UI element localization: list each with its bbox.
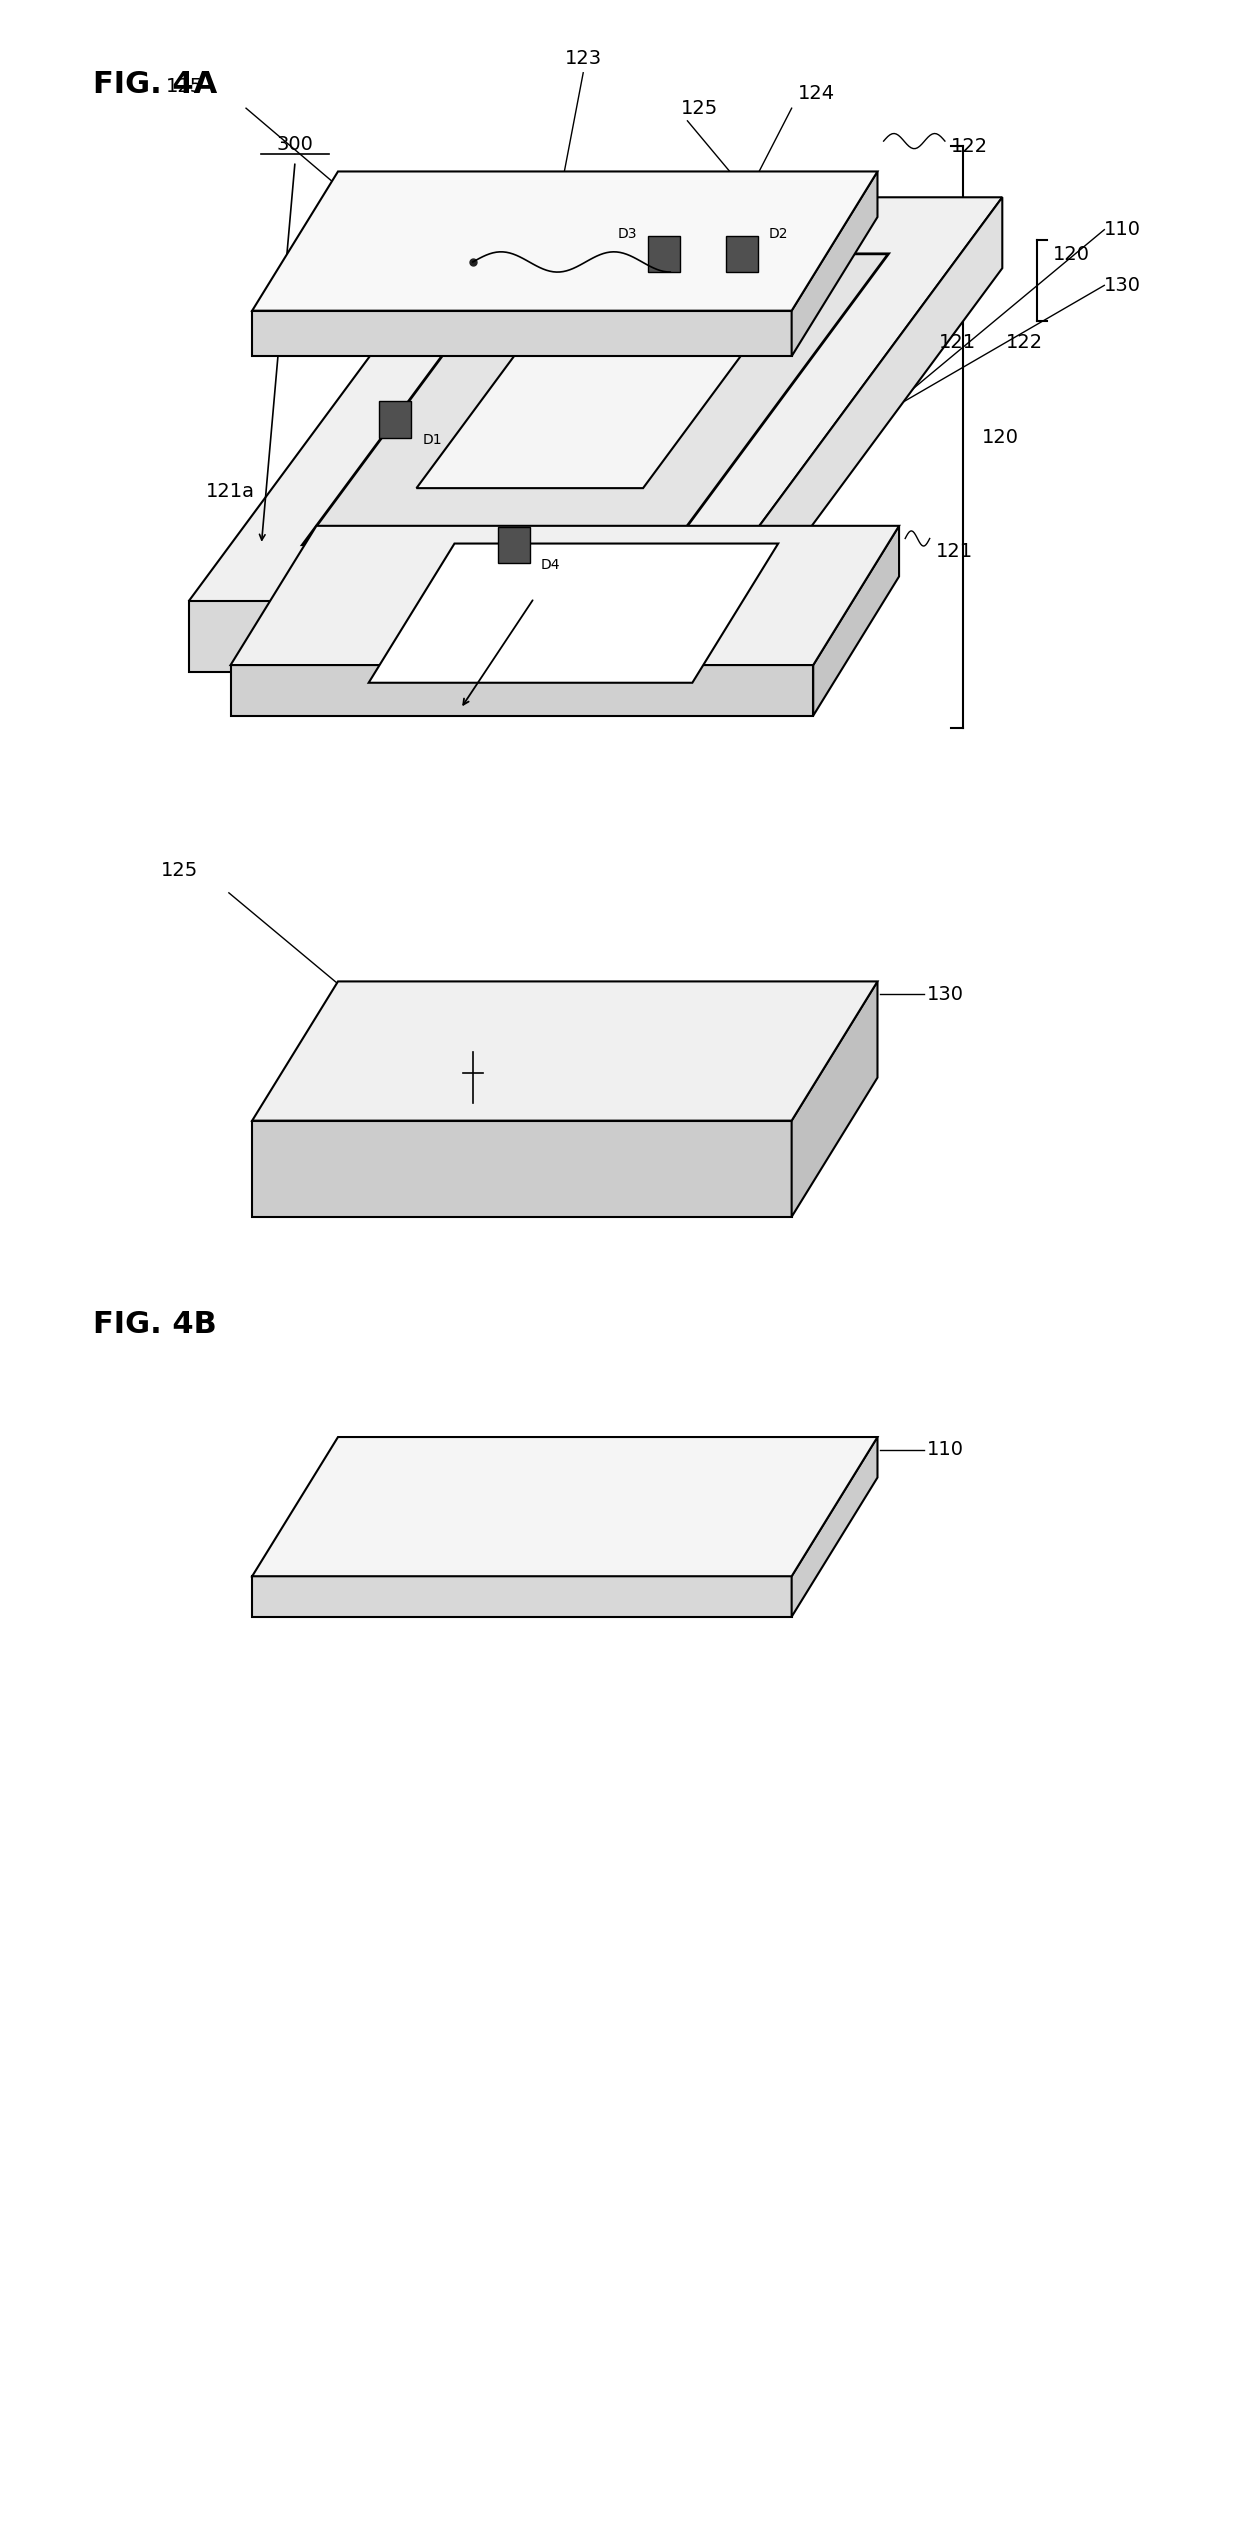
Text: FIG. 4A: FIG. 4A: [93, 71, 217, 99]
Polygon shape: [252, 982, 878, 1120]
Text: 110: 110: [1105, 221, 1141, 239]
Text: 121a: 121a: [206, 481, 255, 501]
Polygon shape: [231, 664, 813, 715]
Polygon shape: [813, 527, 899, 715]
Polygon shape: [188, 199, 1002, 601]
Text: 121: 121: [939, 333, 976, 351]
Text: 300: 300: [277, 135, 314, 153]
Polygon shape: [497, 527, 529, 562]
Text: FIG. 4B: FIG. 4B: [93, 1311, 217, 1339]
Text: 120: 120: [1053, 244, 1090, 265]
Text: 122: 122: [1006, 333, 1043, 351]
Polygon shape: [252, 1120, 791, 1217]
Polygon shape: [417, 310, 775, 489]
Polygon shape: [649, 237, 681, 272]
Polygon shape: [791, 982, 878, 1217]
Polygon shape: [231, 527, 899, 664]
Text: 120: 120: [982, 428, 1019, 448]
Text: D3: D3: [618, 227, 637, 242]
Text: D2: D2: [769, 227, 789, 242]
Text: 125: 125: [161, 860, 198, 881]
Text: 130: 130: [1105, 275, 1141, 295]
Polygon shape: [252, 171, 878, 310]
Text: 123: 123: [564, 48, 601, 69]
Text: D4: D4: [541, 557, 560, 573]
Polygon shape: [791, 1438, 878, 1616]
Polygon shape: [791, 171, 878, 356]
Polygon shape: [252, 1438, 878, 1575]
Text: 121: 121: [936, 542, 973, 560]
Polygon shape: [725, 237, 758, 272]
Polygon shape: [368, 545, 779, 682]
Polygon shape: [252, 310, 791, 356]
Polygon shape: [379, 402, 412, 438]
Text: 124: 124: [797, 84, 835, 104]
Text: 125: 125: [681, 99, 718, 117]
Text: 122: 122: [951, 137, 988, 155]
Polygon shape: [252, 1575, 791, 1616]
Text: 130: 130: [926, 985, 963, 1003]
Text: 125: 125: [166, 76, 203, 97]
Polygon shape: [703, 199, 1002, 672]
Text: D1: D1: [422, 433, 441, 448]
Text: 110: 110: [926, 1440, 963, 1458]
Polygon shape: [188, 601, 703, 672]
Polygon shape: [303, 254, 888, 545]
